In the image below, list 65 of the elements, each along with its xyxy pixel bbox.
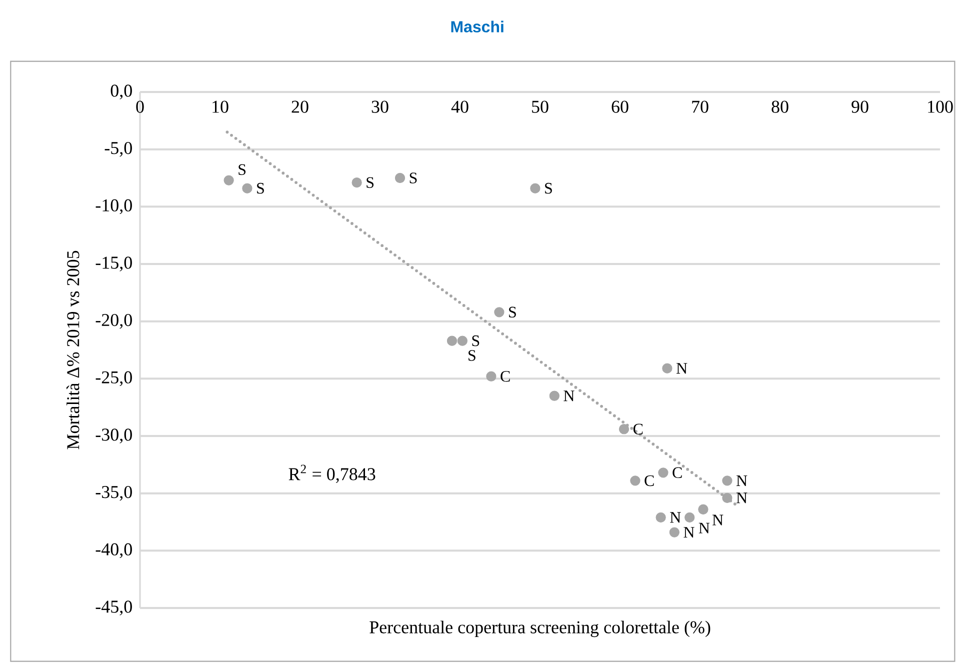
x-tick-label: 70	[692, 100, 708, 114]
point	[446, 336, 458, 346]
point	[224, 175, 234, 186]
point	[630, 476, 640, 486]
y-tick-label: 0,0	[110, 84, 132, 100]
y-axis-title: Mortalità Δ% 2019 vs 2005	[66, 251, 80, 450]
annotation: C	[500, 371, 510, 382]
annotation: S	[545, 183, 552, 194]
annotation: N	[684, 527, 694, 538]
point	[656, 512, 666, 523]
point	[722, 476, 732, 486]
y-tick-label: -30,0	[96, 428, 132, 444]
x-tick-label: 0	[136, 100, 144, 114]
annotation: N	[564, 390, 574, 402]
annotation: S	[472, 336, 480, 346]
x-tick-label: 80	[772, 100, 788, 114]
point	[457, 336, 468, 346]
point	[242, 183, 252, 194]
annotation: N	[676, 363, 688, 374]
x-tick-label: 100	[928, 100, 953, 114]
x-tick-label: 10	[212, 100, 228, 114]
annotation: N	[736, 476, 748, 486]
point	[669, 527, 680, 538]
annotation: C	[672, 467, 682, 478]
point	[684, 512, 695, 523]
point	[722, 493, 732, 504]
annotation: R$^{2}$ = 0,7843	[288, 464, 376, 484]
y-tick-label: -5,0	[104, 142, 132, 157]
point	[549, 390, 560, 402]
x-tick-label: 50	[532, 100, 548, 114]
y-tick-label: -15,0	[96, 256, 132, 272]
point	[698, 504, 708, 515]
y-tick-label: -40,0	[96, 543, 132, 558]
annotation: S	[509, 306, 516, 318]
point	[494, 307, 504, 318]
annotation: C	[644, 476, 654, 486]
point	[658, 468, 668, 478]
point	[352, 178, 362, 188]
x-tick-label: 20	[292, 100, 308, 114]
annotation: C	[633, 424, 643, 435]
point	[486, 371, 496, 382]
annotation: S	[238, 164, 246, 176]
annotation: N	[670, 512, 681, 523]
y-tick-label: -20,0	[96, 314, 132, 329]
annotation: S	[468, 350, 476, 362]
y-tick-label: -35,0	[96, 486, 132, 501]
annotation: S	[257, 183, 264, 194]
y-tick-label: -25,0	[96, 371, 132, 386]
annotation: S	[410, 172, 417, 184]
point	[530, 183, 540, 194]
x-tick-label: 90	[852, 100, 868, 114]
point	[618, 424, 630, 434]
x-axis-title: Percentuale copertura screening colorettale (%)	[370, 620, 710, 638]
point	[394, 173, 406, 184]
annotation: N	[712, 514, 724, 526]
annotation: N	[736, 492, 748, 504]
y-tick-label: -45,0	[96, 600, 132, 616]
x-tick-label: 40	[451, 100, 468, 114]
x-tick-label: 30	[372, 100, 388, 114]
chart-title: Maschi	[451, 20, 504, 33]
annotation: S	[366, 177, 374, 188]
annotation: N	[698, 523, 710, 534]
point	[662, 363, 672, 374]
x-tick-label: 60	[612, 100, 628, 114]
y-tick-label: -10,0	[96, 199, 132, 214]
